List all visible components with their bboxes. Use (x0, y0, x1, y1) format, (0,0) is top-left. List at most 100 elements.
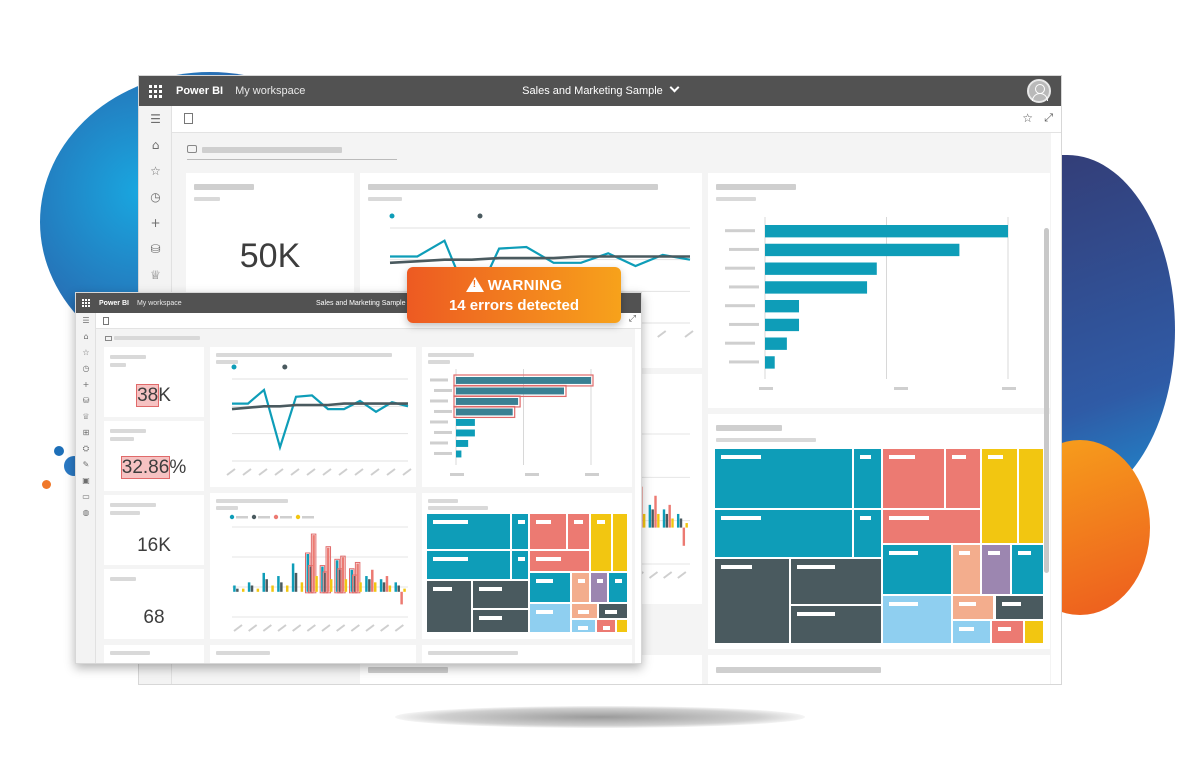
trophy-icon[interactable]: ♕ (150, 268, 161, 282)
avatar[interactable] (1027, 79, 1051, 103)
monitor-icon[interactable]: ▣ (82, 476, 90, 485)
workspaces-icon[interactable]: ⛭ (82, 444, 90, 453)
column-bar (397, 585, 400, 592)
treemap-cell (882, 595, 952, 644)
treemap-cell (571, 571, 590, 603)
column-bar (271, 585, 274, 592)
bar (456, 377, 591, 384)
scrollbar[interactable] (1044, 228, 1049, 573)
page-icon[interactable] (184, 113, 193, 124)
brand-label[interactable]: Power BI (99, 299, 129, 307)
bar-category-label (434, 430, 452, 434)
kpi-tile-2[interactable]: 32.86% (104, 421, 204, 491)
app-launcher-icon[interactable] (149, 84, 162, 98)
bar (456, 408, 513, 416)
column-bar (651, 509, 654, 528)
treemap-cell (426, 580, 473, 633)
comment-icon[interactable] (105, 336, 112, 341)
globe-icon[interactable]: ◍ (82, 508, 90, 517)
page-icon[interactable] (103, 317, 109, 325)
star-icon[interactable]: ☆ (82, 348, 90, 357)
comment-icon[interactable] (187, 145, 197, 153)
x-tick-label (370, 468, 380, 476)
treemap-cell (1017, 448, 1044, 545)
trophy-icon[interactable]: ♕ (82, 412, 90, 421)
bar-chart-tile[interactable] (422, 347, 632, 487)
column-bar (379, 579, 383, 592)
tile-title-placeholder (428, 353, 474, 357)
error-highlight-outline (340, 555, 346, 594)
apps-icon[interactable]: ⊞ (82, 428, 90, 437)
learn-icon[interactable]: ✎ (82, 460, 90, 469)
expand-icon[interactable]: ⤢ (628, 314, 636, 324)
column-chart-tile[interactable] (210, 493, 416, 639)
favorite-icon[interactable]: ☆ (1022, 111, 1033, 125)
tile-title-placeholder (110, 651, 150, 655)
bar (765, 225, 1008, 238)
treemap-cell (607, 571, 628, 603)
home-icon[interactable]: ⌂ (83, 332, 89, 341)
kpi-tile-1[interactable]: 38K (104, 347, 204, 417)
treemap-cell (882, 508, 982, 545)
treemap-cell-label (889, 551, 918, 556)
treemap-cell (589, 571, 608, 603)
warning-badge[interactable]: WARNING 14 errors detected (407, 267, 621, 323)
tile-subtitle-placeholder (110, 511, 140, 515)
x-tick-label (386, 468, 396, 476)
column-bar (394, 582, 397, 592)
treemap-cell-label (596, 520, 606, 524)
plus-icon[interactable]: + (150, 216, 161, 230)
expand-icon[interactable]: ⤢ (1044, 111, 1053, 124)
chat-icon[interactable]: ▭ (82, 492, 90, 501)
bar-chart-tile[interactable] (708, 173, 1050, 408)
error-highlight[interactable]: 32.86 (120, 456, 171, 479)
clock-icon[interactable]: ◷ (82, 364, 90, 373)
report-title-text[interactable]: Sales and Marketing Sample (316, 299, 406, 307)
workspace-breadcrumb[interactable]: My workspace (136, 299, 182, 307)
bottom-tile[interactable] (104, 645, 204, 663)
bottom-tile[interactable] (210, 645, 416, 663)
line-chart-tile[interactable] (210, 347, 416, 487)
report-title-text[interactable]: Sales and Marketing Sample (522, 85, 663, 97)
treemap-cell-label (596, 578, 604, 583)
bottom-tile[interactable] (422, 645, 632, 663)
bottom-tile-2[interactable] (708, 655, 1050, 684)
treemap-cell (994, 595, 1044, 621)
treemap-tile[interactable] (422, 493, 632, 639)
column-bar (665, 513, 669, 528)
brand-label[interactable]: Power BI (176, 85, 224, 97)
database-icon[interactable]: ⛁ (82, 396, 90, 405)
treemap-cell (595, 618, 616, 633)
bar-category-label (430, 420, 448, 424)
tile-subtitle-placeholder (428, 360, 450, 364)
bar (456, 419, 475, 426)
column-bar (236, 588, 239, 592)
chevron-down-icon[interactable] (669, 82, 680, 93)
treemap-cell-label (889, 602, 918, 606)
tile-title-placeholder (110, 577, 136, 581)
treemap-tile[interactable] (708, 414, 1050, 649)
warning-title-text: WARNING (487, 277, 563, 294)
legend-marker (251, 514, 257, 520)
treemap-cell (951, 544, 982, 595)
treemap-cell-label (536, 610, 553, 614)
workspace-breadcrumb[interactable]: My workspace (235, 85, 306, 97)
plus-icon[interactable]: + (82, 380, 90, 389)
tile-subtitle-placeholder (110, 363, 126, 367)
x-tick-label (306, 468, 316, 476)
error-highlight[interactable]: 38 (136, 384, 160, 407)
kpi-tile-3[interactable]: 16K (104, 495, 204, 565)
star-icon[interactable]: ☆ (150, 164, 161, 178)
home-icon[interactable]: ⌂ (151, 138, 160, 152)
column-bar (359, 582, 362, 592)
hamburger-icon[interactable]: ☰ (82, 316, 90, 325)
treemap-chart (714, 448, 1044, 644)
hamburger-icon[interactable]: ☰ (150, 112, 161, 126)
database-icon[interactable]: ⛁ (150, 242, 161, 256)
kpi-tile-4[interactable]: 68 (104, 569, 204, 639)
tile-title-placeholder (716, 425, 782, 431)
clock-icon[interactable]: ◷ (150, 190, 161, 204)
bar-category-label (430, 378, 448, 382)
column-bar (291, 563, 295, 592)
app-launcher-icon[interactable] (82, 299, 90, 307)
